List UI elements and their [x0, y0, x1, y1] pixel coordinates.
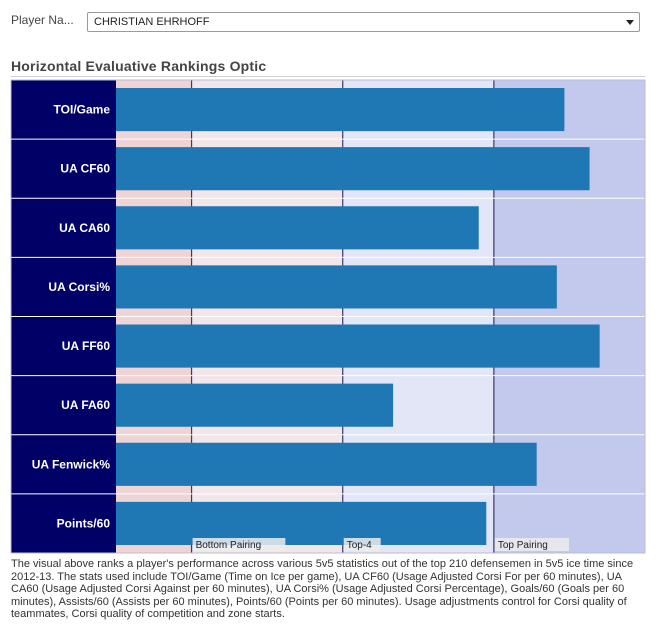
bar: [116, 501, 487, 545]
reference-label: Bottom Pairing: [196, 540, 262, 551]
row-label: UA Corsi%: [48, 280, 110, 294]
reference-label-bg: [494, 538, 570, 551]
row-label: Points/60: [57, 516, 111, 530]
bar: [116, 324, 600, 368]
reference-label: Top Pairing: [498, 540, 548, 551]
reference-label: Top-4: [347, 540, 372, 551]
bar: [116, 206, 479, 250]
bar: [116, 265, 557, 309]
player-select[interactable]: CHRISTIAN EHRHOFF: [87, 12, 640, 32]
row-label: TOI/Game: [54, 103, 111, 117]
row-label: UA FF60: [62, 339, 111, 353]
reference-label-bg: [343, 538, 381, 551]
footnote: The visual above ranks a player's perfor…: [11, 558, 634, 621]
bar: [116, 147, 590, 191]
chevron-down-icon: [626, 20, 634, 25]
title-divider: [11, 76, 645, 77]
row-label: UA CA60: [59, 221, 110, 235]
bar: [116, 383, 394, 427]
player-select-value: CHRISTIAN EHRHOFF: [94, 16, 210, 28]
chart-border: [10, 79, 646, 554]
row-label: UA FA60: [61, 398, 110, 412]
reference-label-bg: [192, 538, 286, 551]
chart-title: Horizontal Evaluative Rankings Optic: [11, 58, 267, 74]
rankings-chart: TOI/Game UA CF60 UA CA60 UA Corsi% UA FF60 UA…: [10, 79, 646, 554]
bar: [116, 442, 537, 486]
row-label: UA Fenwick%: [32, 457, 111, 471]
player-filter-label: Player Na...: [11, 13, 74, 27]
row-label: UA CF60: [60, 162, 110, 176]
bar: [116, 88, 565, 132]
